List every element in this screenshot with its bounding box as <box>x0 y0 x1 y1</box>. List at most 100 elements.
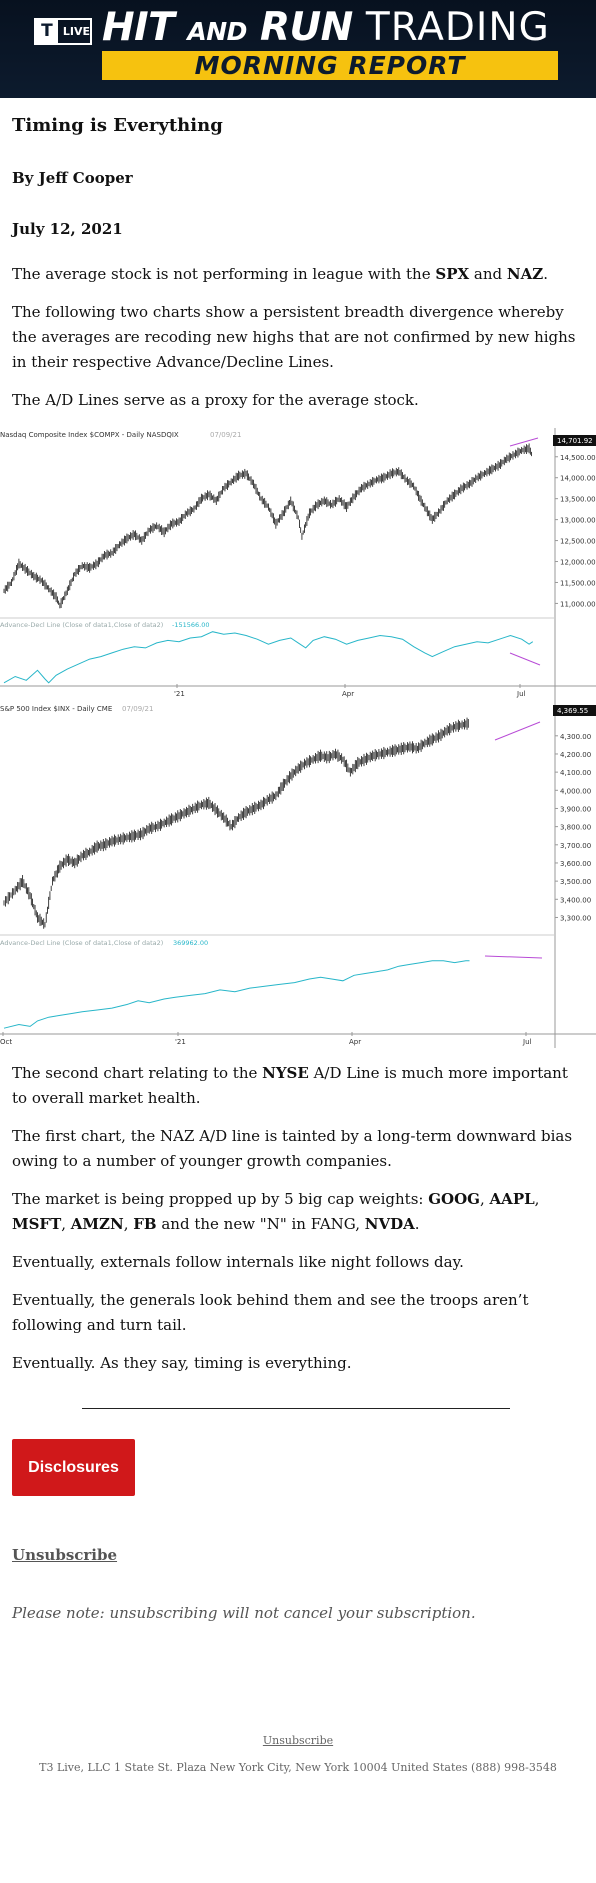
c1-y-tick: 11,500.00 <box>560 579 596 587</box>
c1-y-tick: 14,000.00 <box>560 475 596 483</box>
divider <box>82 1408 510 1409</box>
ticker-goog: GOOG <box>428 1190 480 1208</box>
p6-mid: and the new "N" in FANG, <box>156 1215 365 1233</box>
paragraph-1: The average stock is not performing in l… <box>12 262 584 287</box>
footer-address: T3 Live, LLC 1 State St. Plaza New York … <box>39 1761 557 1774</box>
chart2-x-ticks: Oct '21 Apr Jul <box>0 1032 532 1046</box>
title-run: RUN <box>259 5 353 50</box>
c1-y-tick: 12,000.00 <box>560 559 596 567</box>
c2-x-tick: Jul <box>522 1038 532 1046</box>
chart2-title-date: 07/09/21 <box>122 705 153 713</box>
paragraph-2: The following two charts show a persiste… <box>12 303 576 371</box>
c1-y-tick: 14,500.00 <box>560 454 596 462</box>
c2-y-tick: 3,300.00 <box>560 914 591 922</box>
p4-pre: The second chart relating to the <box>12 1064 263 1082</box>
chart1-ad-line <box>3 631 534 684</box>
ticker-naz: NAZ <box>506 265 544 283</box>
paragraph-5: The first chart, the NAZ A/D line is tai… <box>12 1127 573 1170</box>
c2-y-tick: 3,900.00 <box>560 805 591 813</box>
p6-comma-2: , <box>534 1190 540 1208</box>
c2-x-tick: Apr <box>349 1038 361 1046</box>
chart2-ad-line <box>3 960 470 1029</box>
nasdaq-chart: Nasdaq Composite Index $COMPX - Daily NA… <box>0 428 596 702</box>
article-headline: Timing is Everything <box>12 115 223 136</box>
ticker-spx: SPX <box>435 265 470 283</box>
email-page: T LIVE HIT AND RUN TRADING MORNING REPOR… <box>0 0 596 1814</box>
c1-y-tick: 11,000.00 <box>560 600 596 608</box>
p6-pre: The market is being propped up by 5 big … <box>12 1190 429 1208</box>
ticker-nvda: NVDA <box>364 1215 415 1233</box>
c1-x-tick: Jul <box>516 690 526 698</box>
p1-mid: and <box>469 265 507 283</box>
report-banner: T LIVE HIT AND RUN TRADING MORNING REPOR… <box>0 0 596 98</box>
chart2-last-value: 4,369.55 <box>557 707 588 715</box>
p4-post: A/D Line is much more important to overa… <box>12 1064 568 1107</box>
c2-x-tick: Oct <box>0 1038 12 1046</box>
c1-y-tick: 13,000.00 <box>560 517 596 525</box>
c2-y-tick: 4,200.00 <box>560 751 591 759</box>
chart2-title: S&P 500 Index $INX - Daily CME <box>0 705 112 713</box>
p6-comma-4: , <box>123 1215 134 1233</box>
chart1-last-value: 14,701.92 <box>557 437 593 445</box>
c2-y-tick: 4,000.00 <box>560 787 591 795</box>
unsubscribe-link[interactable]: Unsubscribe <box>12 1546 118 1564</box>
p1-pre: The average stock is not performing in l… <box>12 265 436 283</box>
chart2-ad-divergence <box>484 955 543 959</box>
chart2-price-divergence <box>494 721 541 741</box>
banner-subtitle: MORNING REPORT <box>102 51 558 80</box>
paragraph-3: The A/D Lines serve as a proxy for the a… <box>12 391 419 409</box>
p6-post: . <box>414 1215 420 1233</box>
article-date: July 12, 2021 <box>12 220 123 238</box>
chart1-title-date: 07/09/21 <box>210 431 241 439</box>
chart1-price-bars <box>3 443 532 609</box>
p1-post: . <box>543 265 548 283</box>
c1-y-tick: 13,500.00 <box>560 496 596 504</box>
c2-y-tick: 4,300.00 <box>560 733 591 741</box>
chart2-price-bars <box>3 717 469 929</box>
chart1-indicator-title: Advance-Decl Line (Close of data1,Close … <box>0 621 163 629</box>
sp500-chart: S&P 500 Index $INX - Daily CME 07/09/21 … <box>0 702 596 1048</box>
chart1-ad-divergence <box>509 652 541 666</box>
c1-x-tick: '21 <box>174 690 185 698</box>
chart1-y-ticks: 14,500.00 14,000.00 13,500.00 13,000.00 12,5… <box>555 454 596 608</box>
chart1-x-ticks: '21 Apr Jul <box>174 684 526 698</box>
c2-y-tick: 3,700.00 <box>560 842 591 850</box>
t3-live-logo: T LIVE <box>34 18 92 45</box>
c1-x-tick: Apr <box>342 690 354 698</box>
c2-y-tick: 4,100.00 <box>560 769 591 777</box>
paragraph-8: Eventually, the generals look behind the… <box>12 1291 529 1334</box>
chart2-indicator-value: 369962.00 <box>173 939 208 947</box>
c2-y-tick: 3,800.00 <box>560 824 591 832</box>
ticker-fb: FB <box>133 1215 157 1233</box>
footer-unsubscribe-link[interactable]: Unsubscribe <box>262 1734 334 1747</box>
title-trading: TRADING <box>365 5 550 50</box>
paragraph-6: The market is being propped up by 5 big … <box>12 1187 584 1237</box>
banner-title: HIT AND RUN TRADING <box>102 4 550 56</box>
article-content: Timing is Everything By Jeff Cooper July… <box>0 115 596 1622</box>
disclosures-button[interactable]: Disclosures <box>12 1439 135 1496</box>
unsubscribe-note: Please note: unsubscribing will not canc… <box>12 1604 476 1622</box>
p6-comma-3: , <box>61 1215 71 1233</box>
title-and: AND <box>187 17 247 46</box>
paragraph-9: Eventually. As they say, timing is every… <box>12 1354 352 1372</box>
paragraph-4: The second chart relating to the NYSE A/… <box>12 1061 584 1111</box>
p6-comma-1: , <box>480 1190 490 1208</box>
ticker-msft: MSFT <box>12 1215 62 1233</box>
ticker-amzn: AMZN <box>70 1215 124 1233</box>
c2-y-tick: 3,400.00 <box>560 896 591 904</box>
logo-live: LIVE <box>62 25 90 38</box>
chart1-indicator-value: -151566.00 <box>172 621 210 629</box>
paragraph-7: Eventually, externals follow internals l… <box>12 1253 464 1271</box>
chart1-title: Nasdaq Composite Index $COMPX - Daily NA… <box>0 431 179 439</box>
ticker-aapl: AAPL <box>489 1190 535 1208</box>
c1-y-tick: 12,500.00 <box>560 538 596 546</box>
ticker-nyse: NYSE <box>262 1064 309 1082</box>
c2-y-tick: 3,600.00 <box>560 860 591 868</box>
article-byline: By Jeff Cooper <box>12 169 133 187</box>
chart2-indicator-title: Advance-Decl Line (Close of data1,Close … <box>0 939 163 947</box>
chart1-price-divergence <box>509 437 539 447</box>
chart2-y-ticks: 4,300.00 4,200.00 4,100.00 4,000.00 3,900.00… <box>555 733 591 922</box>
bottom-spacer <box>0 1774 596 1814</box>
c2-y-tick: 3,500.00 <box>560 878 591 886</box>
c2-x-tick: '21 <box>175 1038 186 1046</box>
